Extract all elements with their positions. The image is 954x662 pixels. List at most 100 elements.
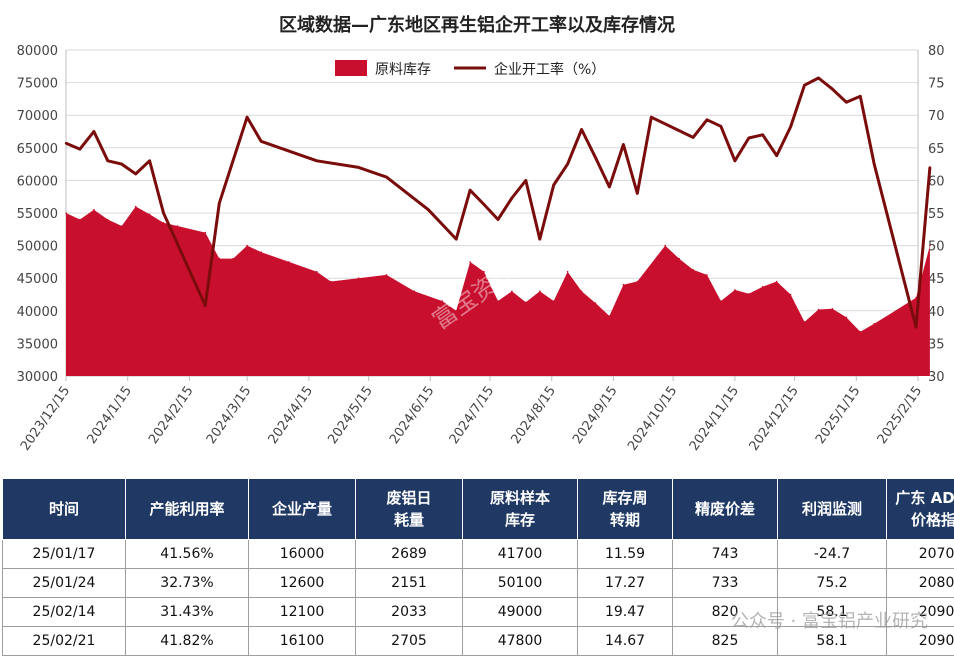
inventory-point xyxy=(260,251,262,253)
rate-point xyxy=(315,159,318,162)
inventory-point xyxy=(232,257,234,260)
inventory-point xyxy=(441,300,444,302)
inventory-point xyxy=(831,308,834,310)
rate-point xyxy=(761,133,764,136)
rate-point xyxy=(859,95,862,98)
column-header: 利润监测 xyxy=(777,478,887,540)
inventory-point xyxy=(845,316,848,319)
column-header-line2: 转期 xyxy=(609,511,640,529)
rate-point xyxy=(106,159,110,162)
table-body: 25/01/17 41.56% 16000 2689 41700 11.59 743 -24.… xyxy=(2,539,954,656)
rate-point xyxy=(64,142,68,145)
x-tick-label: 2024/8/15 xyxy=(508,384,559,447)
column-header-line1: 产能利用率 xyxy=(149,500,225,518)
table-cell: 16000 xyxy=(248,539,356,569)
right-tick-label: 35 xyxy=(928,337,945,352)
left-tick-label: 50000 xyxy=(17,240,58,255)
inventory-point xyxy=(65,212,67,214)
column-header: 企业产量 xyxy=(248,478,356,540)
x-tick-label: 2024/6/15 xyxy=(387,384,438,447)
table-cell: 49000 xyxy=(462,597,578,627)
inventory-point xyxy=(246,244,248,247)
rate-point xyxy=(120,162,123,166)
column-header: 精废价差 xyxy=(672,478,778,540)
rate-point xyxy=(385,175,388,179)
column-header: 产能利用率 xyxy=(125,478,249,540)
rate-point xyxy=(134,172,137,176)
table-cell: 2689 xyxy=(355,539,463,569)
left-tick-label: 60000 xyxy=(17,174,58,189)
rate-point xyxy=(510,196,514,200)
table-cell: 825 xyxy=(672,626,778,656)
column-header-line1: 精废价差 xyxy=(694,500,755,518)
rate-point xyxy=(162,211,165,215)
table-cell: 25/02/14 xyxy=(2,597,126,627)
table-cell: 12600 xyxy=(248,568,356,598)
table-row: 25/01/24 32.73% 12600 2151 50100 17.27 733 75.2… xyxy=(2,568,954,598)
inventory-point xyxy=(539,290,541,293)
table-cell: 25/01/24 xyxy=(2,568,126,598)
x-tick-label: 2024/10/15 xyxy=(625,384,680,454)
inventory-point xyxy=(761,285,764,288)
x-tick-label: 2024/7/15 xyxy=(447,384,498,447)
rate-point xyxy=(566,162,569,166)
inventory-point xyxy=(608,315,611,317)
right-tick-label: 80 xyxy=(928,44,945,59)
inventory-point xyxy=(775,280,778,283)
table-cell: 25/02/21 xyxy=(2,626,126,656)
x-tick-label: 2025/2/15 xyxy=(875,384,926,447)
column-header: 时间 xyxy=(2,478,126,540)
column-header-line2: 耗量 xyxy=(393,511,424,529)
table-cell: 20800 xyxy=(886,568,954,598)
inventory-point xyxy=(692,268,694,271)
rate-point xyxy=(831,87,834,91)
rate-point xyxy=(775,154,778,157)
inventory-point xyxy=(162,222,165,224)
table-cell: 75.2 xyxy=(777,568,887,598)
inventory-point xyxy=(288,261,290,263)
rate-point xyxy=(245,116,249,119)
rate-point xyxy=(636,192,639,195)
rate-point xyxy=(455,237,458,241)
table-cell: 41700 xyxy=(462,539,578,569)
rate-point xyxy=(538,237,541,241)
inventory-point xyxy=(316,270,318,273)
inventory-point xyxy=(636,280,639,283)
table-cell: 41.56% xyxy=(125,539,249,569)
table-cell: 20900 xyxy=(886,597,954,627)
inventory-point xyxy=(455,310,458,312)
inventory-point xyxy=(218,257,221,260)
table-cell: 20900 xyxy=(886,626,954,656)
rate-point xyxy=(78,147,82,151)
left-tick-label: 35000 xyxy=(17,337,58,352)
table-cell: 2705 xyxy=(355,626,463,656)
rate-point xyxy=(148,159,151,162)
x-tick-label: 2024/11/15 xyxy=(687,384,742,454)
rate-point xyxy=(650,116,653,119)
right-tick-label: 75 xyxy=(928,77,945,92)
rate-point xyxy=(468,189,472,192)
table-cell: 14.67 xyxy=(577,626,673,656)
table-cell: 20700 xyxy=(886,539,954,569)
rate-point xyxy=(705,118,709,122)
column-header-line1: 原料样本 xyxy=(489,489,550,507)
right-tick-label: 40 xyxy=(928,305,945,320)
legend-swatch-inventory xyxy=(335,60,367,76)
left-tick-label: 75000 xyxy=(17,77,58,92)
rate-point xyxy=(817,76,820,80)
inventory-point xyxy=(594,302,597,304)
left-tick-label: 40000 xyxy=(17,305,58,320)
rate-point xyxy=(928,166,932,169)
inventory-point xyxy=(511,290,513,293)
x-tick-label: 2025/1/15 xyxy=(813,384,864,447)
column-header-line1: 废铝日 xyxy=(386,489,432,507)
legend: 原料库存 企业开工率（%） xyxy=(335,60,605,78)
inventory-point xyxy=(148,213,151,216)
table-cell: 11.59 xyxy=(577,539,673,569)
table-cell: 2151 xyxy=(355,568,463,598)
table-cell: 733 xyxy=(672,568,778,598)
x-tick-label: 2024/1/15 xyxy=(84,384,135,447)
table-cell: -24.7 xyxy=(777,539,887,569)
column-header-line1: 库存周 xyxy=(602,489,648,507)
right-tick-label: 50 xyxy=(928,240,945,255)
